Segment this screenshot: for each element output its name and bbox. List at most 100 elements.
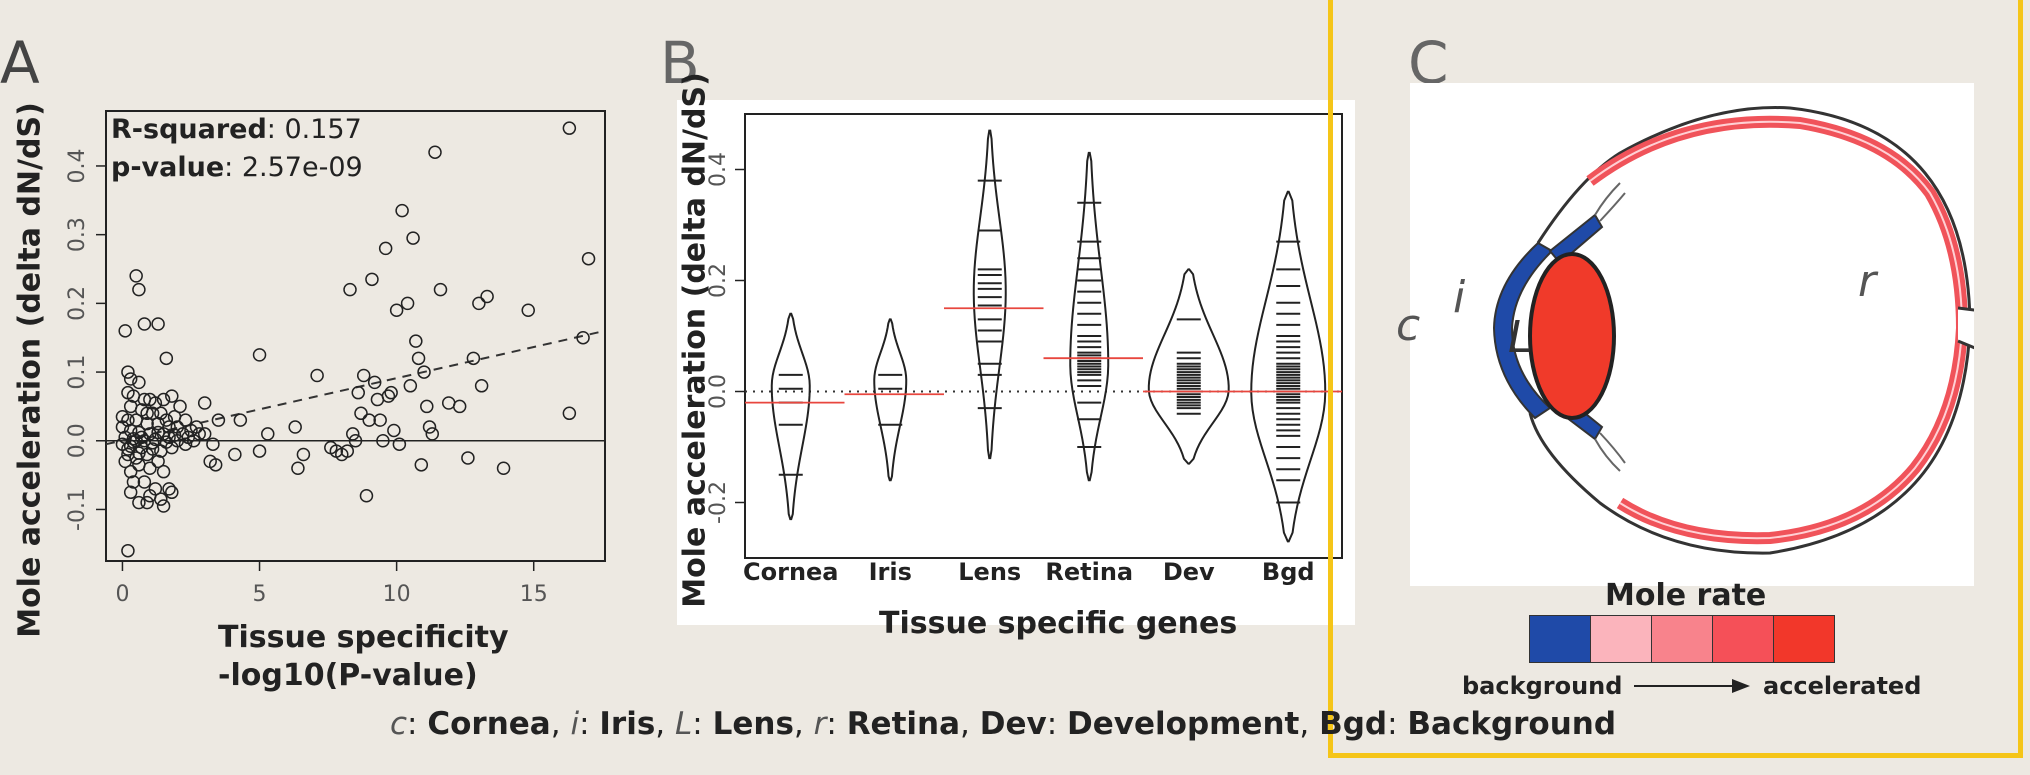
scatter-point — [137, 317, 152, 331]
scatter-point — [126, 475, 141, 489]
scatter-point — [178, 413, 193, 427]
violin-x-axis-title: Tissue specific genes — [879, 606, 1238, 641]
retina-label: r — [1858, 256, 1877, 307]
scatter-point — [340, 444, 355, 458]
scatter-point — [211, 413, 226, 427]
scatter-point — [367, 375, 382, 390]
scatter-point — [123, 372, 138, 386]
scatter-point — [123, 485, 138, 500]
scatter-point — [400, 296, 415, 311]
scatter-point — [403, 379, 418, 393]
violin-lens — [972, 129, 1007, 460]
legend-scale-cell — [1651, 615, 1713, 663]
scatter-point — [165, 389, 179, 403]
legend-high-label: accelerated — [1763, 672, 1922, 700]
scatter-point — [129, 269, 143, 283]
scatter-point — [422, 420, 437, 434]
p-value-stat: p-value: 2.57e-09 — [111, 152, 363, 183]
scatter-y-axis-title: Mole acceleration (delta dN/dS) — [12, 102, 48, 638]
scatter-x-tick-label: 5 — [253, 582, 267, 607]
panel-letter-b: B — [660, 29, 700, 97]
scatter-point — [145, 436, 160, 450]
scatter-point — [441, 396, 456, 410]
scatter-point — [252, 444, 267, 458]
scatter-point — [228, 447, 242, 462]
scatter-point — [356, 368, 371, 383]
scatter-point — [165, 485, 179, 500]
legend-title: Mole rate — [1605, 578, 1767, 613]
scatter-point — [346, 427, 360, 441]
scatter-point — [420, 399, 434, 414]
caption-lens-symbol: L — [675, 706, 693, 742]
scatter-x-tick-label: 15 — [520, 582, 548, 607]
scatter-point — [310, 368, 324, 383]
scatter-point — [392, 437, 407, 451]
violin-chart: Cornea Iris Lens Retina Dev Bgd -0.2 0.0 0.2 0.4 — [706, 113, 1343, 586]
scatter-point — [151, 454, 165, 469]
scatter-point — [115, 420, 130, 434]
iris-label: i — [1453, 272, 1466, 323]
violin-dev — [1147, 268, 1230, 465]
scatter-point — [362, 413, 376, 427]
violin-y-tick-label: 0.4 — [706, 152, 731, 187]
scatter-point — [151, 317, 165, 331]
scatter-point — [132, 375, 146, 390]
scatter-point — [123, 464, 138, 479]
scatter-point — [389, 303, 404, 317]
violin-cornea — [770, 312, 811, 521]
scatter-point — [381, 389, 396, 403]
scatter-point — [472, 296, 486, 311]
caption-cornea-symbol: c — [390, 706, 408, 742]
scatter-point — [376, 434, 390, 448]
scatter-point — [132, 282, 146, 297]
scatter-point — [576, 330, 590, 345]
scatter-point — [409, 334, 423, 348]
caption-iris-symbol: i — [570, 706, 580, 742]
scatter-point — [176, 427, 190, 441]
scatter-point — [132, 458, 146, 472]
scatter-point — [197, 396, 212, 410]
cornea-shape — [1492, 241, 1554, 420]
violin-category-label: Dev — [1163, 558, 1215, 586]
scatter-point — [378, 241, 393, 256]
scatter-point — [208, 458, 223, 472]
caption-dev-name: Development — [1067, 706, 1300, 742]
violin-bgd — [1250, 190, 1327, 543]
scatter-point — [359, 488, 374, 503]
legend-scale-cell — [1773, 615, 1835, 663]
scatter-point — [452, 399, 467, 414]
scatter-point — [406, 231, 420, 245]
caption-retina-symbol: r — [813, 706, 827, 742]
scatter-point — [140, 495, 154, 510]
scatter-point — [154, 492, 168, 506]
scatter-point — [395, 203, 409, 218]
scatter-point — [233, 413, 248, 427]
scatter-point — [296, 447, 311, 462]
caption-retina-name: Retina — [846, 706, 961, 742]
caption-iris-name: Iris — [599, 706, 656, 742]
legend-scale-cell — [1590, 615, 1652, 663]
scatter-y-tick-label: 0.1 — [65, 355, 90, 390]
lens-label: L — [1508, 312, 1533, 363]
scatter-y-tick-label: -0.1 — [65, 488, 90, 531]
scatter-point — [118, 454, 132, 469]
scatter-y-tick-label: 0.4 — [65, 148, 90, 183]
highlight-frame — [1328, 0, 2023, 758]
scatter-point — [521, 303, 535, 317]
scatter-point — [562, 406, 577, 421]
violin-category-label: Retina — [1045, 558, 1133, 586]
scatter-y-tick-label: 0.3 — [65, 217, 90, 252]
scatter-point — [121, 365, 135, 379]
lens-shape — [1528, 252, 1616, 420]
legend-scale-cell — [1529, 615, 1591, 663]
scatter-chart: 0 5 10 15 -0.1 0.0 0.1 0.2 0.3 0.4 — [65, 110, 606, 607]
legend-low-label: background — [1462, 672, 1623, 700]
scatter-point — [121, 447, 135, 462]
scatter-point — [291, 461, 305, 476]
scatter-point — [354, 406, 368, 421]
legend-color-scale — [1529, 615, 1835, 667]
violin-category-label: Lens — [958, 558, 1021, 586]
violin-y-tick-label: -0.2 — [706, 481, 731, 524]
scatter-point — [252, 348, 267, 362]
scatter-point — [137, 475, 152, 489]
